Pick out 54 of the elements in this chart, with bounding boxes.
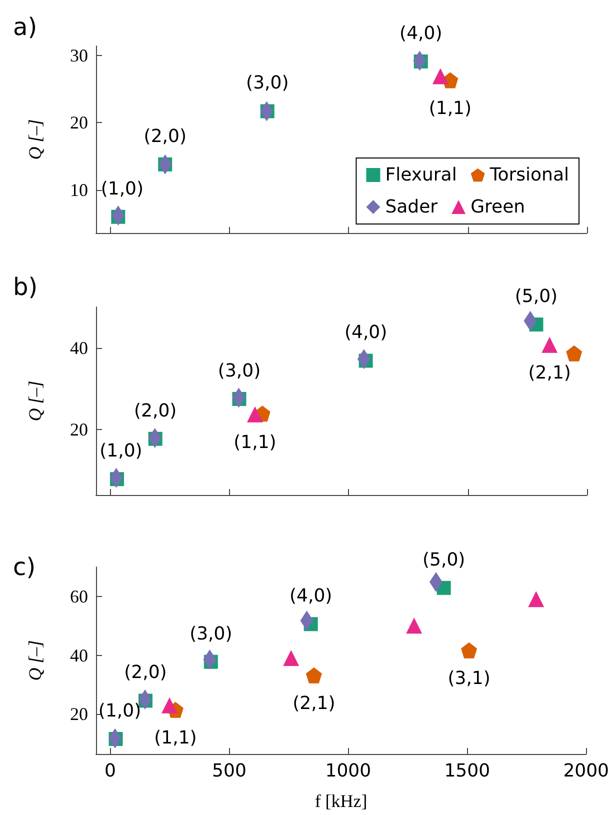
- chart-title: a): [13, 13, 38, 41]
- y-axis-title: Q [–]: [25, 119, 45, 160]
- legend-label: Torsional: [488, 164, 570, 186]
- y-tick-label: 60: [70, 586, 88, 606]
- y-tick-label: 20: [70, 704, 88, 724]
- point: [246, 406, 263, 422]
- y-tick-label: 20: [70, 419, 88, 440]
- y-axis-title: Q [–]: [25, 380, 45, 422]
- legend-label: Flexural: [385, 164, 457, 186]
- annotation: (1,0): [98, 700, 142, 722]
- y-tick-label: 40: [70, 338, 88, 358]
- annotation: (3,0): [190, 623, 232, 644]
- annotation: (5,0): [422, 549, 466, 570]
- legend-label: Sader: [385, 196, 438, 218]
- chart-title: c): [13, 553, 36, 581]
- y-tick-label: 10: [70, 180, 88, 200]
- annotation: (1,0): [100, 178, 144, 200]
- x-tick-label: 500: [212, 760, 246, 782]
- x-tick-label: 0: [104, 760, 116, 782]
- annotation: (3,0): [246, 72, 289, 94]
- annotation: (1,1): [154, 727, 197, 748]
- y-tick-label: 40: [70, 645, 88, 666]
- annotation: (2,1): [528, 362, 571, 384]
- annotation: (2,0): [144, 126, 186, 147]
- x-tick-label: 1000: [325, 760, 372, 782]
- point: [432, 68, 448, 84]
- annotation: (2,0): [124, 662, 167, 684]
- x-tick-label: 1500: [444, 760, 490, 782]
- annotation: (3,1): [448, 668, 490, 689]
- point: [566, 345, 582, 362]
- annotation: (5,0): [514, 286, 558, 307]
- point: [528, 591, 544, 608]
- annotation: (4,0): [344, 322, 388, 344]
- x-axis-title: f [kHz]: [314, 791, 368, 811]
- y-axis-title: Q [–]: [25, 640, 45, 681]
- annotation: (1,1): [234, 432, 276, 453]
- annotation: (1,1): [428, 98, 472, 119]
- point: [461, 642, 478, 658]
- point: [283, 650, 300, 666]
- annotation: (3,0): [218, 360, 261, 382]
- point: [162, 697, 178, 714]
- annotation: (4,0): [289, 586, 332, 607]
- point: [542, 336, 558, 353]
- chart-title: b): [13, 273, 38, 301]
- y-tick-label: 20: [70, 112, 88, 133]
- annotation: (4,0): [400, 22, 442, 44]
- point: [306, 667, 322, 684]
- point: [406, 618, 422, 634]
- annotation: (2,1): [292, 692, 336, 714]
- y-tick-label: 30: [70, 45, 88, 66]
- annotation: (1,0): [100, 440, 142, 462]
- annotation: (2,0): [134, 400, 177, 422]
- x-tick-label: 2000: [563, 760, 609, 782]
- legend-label: Green: [470, 196, 526, 218]
